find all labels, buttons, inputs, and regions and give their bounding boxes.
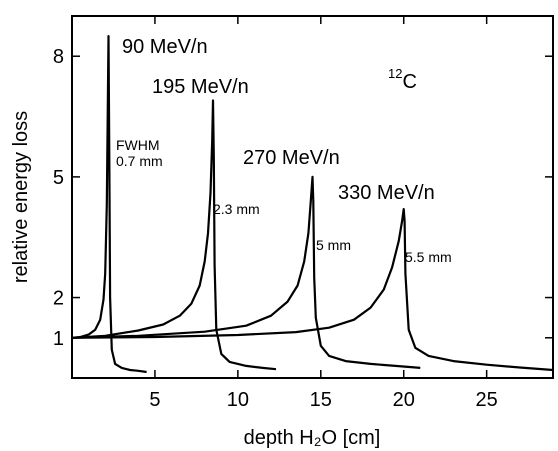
fwhm-value-label: 5.5 mm — [405, 249, 452, 265]
plot-frame — [71, 15, 554, 379]
curves — [71, 35, 554, 374]
species-base: C — [402, 71, 416, 93]
y-tick-label: 1 — [53, 328, 64, 350]
series-name-label: 270 MeV/n — [243, 147, 340, 169]
y-axis-label: relative energy loss — [10, 111, 32, 283]
series-curve — [71, 208, 554, 372]
series-name-label: 90 MeV/n — [122, 36, 208, 58]
species-superscript: 12 — [388, 66, 402, 81]
fwhm-value-label: 0.7 mm — [116, 153, 163, 169]
species-label: 12C — [388, 66, 417, 93]
x-tick-label: 5 — [149, 389, 160, 411]
x-tick-label: 10 — [227, 389, 249, 411]
x-axis-label: depth H₂O [cm] — [244, 427, 381, 449]
series-labels: 90 MeV/n 0.7 mm 195 MeV/n 2.3 mm 270 MeV/n 5 … — [116, 36, 452, 265]
fwhm-value-label: 2.3 mm — [213, 201, 260, 217]
y-tick-label: 8 — [53, 46, 64, 68]
series-curve — [71, 175, 421, 369]
fwhm-caption: FWHM — [116, 137, 160, 153]
x-tick-label: 20 — [393, 389, 415, 411]
y-tick-label: 5 — [53, 167, 64, 189]
y-tick-label: 2 — [53, 288, 64, 310]
series-name-label: 195 MeV/n — [152, 76, 249, 98]
series-name-label: 330 MeV/n — [338, 182, 435, 204]
axis-ticks — [72, 16, 553, 378]
x-tick-label: 25 — [476, 389, 498, 411]
series-curve — [71, 99, 277, 371]
fwhm-value-label: 5 mm — [316, 237, 351, 253]
x-tick-label: 15 — [310, 389, 332, 411]
series-curve — [71, 35, 147, 374]
